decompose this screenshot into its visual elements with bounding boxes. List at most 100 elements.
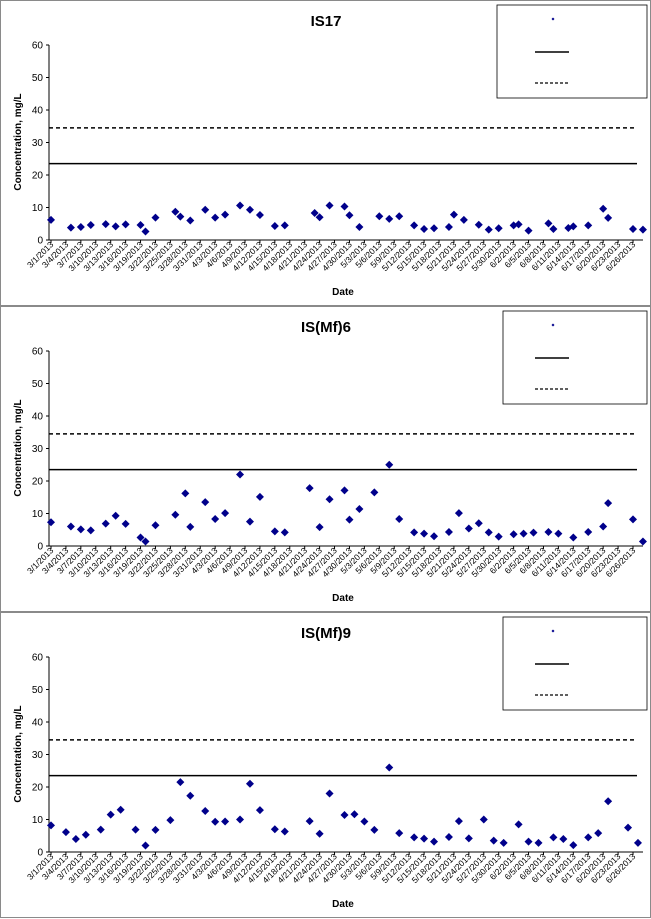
data-point	[529, 528, 538, 537]
y-tick-label: 50	[32, 379, 44, 390]
y-tick-label: 10	[32, 203, 44, 214]
data-point	[509, 530, 518, 539]
data-point	[444, 223, 453, 231]
data-point	[315, 829, 324, 838]
data-point	[66, 522, 75, 531]
data-point	[420, 834, 429, 843]
data-point	[201, 205, 210, 214]
chart-title: IS17	[311, 13, 342, 30]
data-point	[444, 528, 453, 537]
data-point	[221, 210, 230, 219]
data-point	[355, 223, 364, 231]
data-point	[141, 841, 150, 850]
data-point	[131, 825, 140, 834]
data-point	[245, 779, 254, 788]
y-tick-label: 20	[32, 783, 44, 794]
data-point	[176, 212, 185, 221]
chart-panel-ismf9: IS(Mf)9 Concentration, mg/L Date 0 10 20 30…	[0, 612, 651, 918]
data-point	[236, 815, 245, 824]
y-tick-label: 20	[32, 171, 44, 182]
data-point	[96, 825, 105, 834]
data-point	[385, 763, 394, 772]
data-point	[101, 519, 110, 528]
chart-panel-ismf6: IS(Mf)6 Concentration, mg/L Date 0 10 20 30…	[0, 306, 651, 612]
data-point	[111, 511, 120, 520]
data-point	[524, 837, 533, 846]
y-tick-label: 50	[32, 73, 44, 84]
data-point	[569, 222, 578, 231]
data-point	[255, 210, 264, 219]
data-point	[136, 221, 145, 230]
data-point	[151, 213, 160, 222]
data-point	[325, 201, 334, 210]
data-point	[270, 825, 279, 834]
data-point	[410, 833, 419, 842]
data-point	[489, 836, 498, 845]
data-point	[464, 524, 473, 533]
data-point	[186, 522, 195, 531]
data-point	[430, 837, 439, 846]
data-point	[340, 810, 349, 819]
data-point	[211, 515, 220, 524]
data-point	[430, 224, 439, 233]
data-point	[236, 201, 245, 210]
data-point	[255, 806, 264, 815]
data-point	[410, 221, 419, 230]
legend-box	[502, 616, 648, 711]
data-point	[420, 224, 429, 233]
y-tick-label: 10	[32, 509, 44, 520]
data-point	[584, 221, 593, 230]
legend	[496, 4, 648, 99]
y-tick-label: 0	[37, 542, 43, 553]
data-point	[549, 833, 558, 842]
data-point	[340, 202, 349, 211]
y-tick-label: 40	[32, 106, 44, 117]
data-point	[280, 827, 289, 836]
data-point	[61, 828, 70, 837]
legend-box	[502, 310, 648, 405]
data-point	[310, 209, 319, 218]
data-point	[494, 532, 503, 541]
legend-marker-diamond	[551, 323, 555, 327]
legend-marker-diamond	[551, 629, 555, 633]
y-axis-label: Concentration, mg/L	[13, 705, 24, 802]
data-point	[444, 833, 453, 842]
data-point	[86, 221, 95, 230]
data-point	[633, 838, 642, 847]
data-point	[554, 529, 563, 538]
y-tick-label: 60	[32, 347, 44, 358]
data-point	[484, 225, 493, 234]
data-point	[211, 817, 220, 826]
data-point	[370, 825, 379, 834]
data-point	[494, 224, 503, 233]
data-point	[111, 222, 120, 231]
data-point	[604, 499, 613, 508]
data-point	[280, 221, 289, 230]
data-point	[629, 224, 637, 233]
data-point	[484, 528, 493, 537]
data-point	[524, 226, 533, 235]
data-point	[454, 509, 463, 518]
data-point	[594, 829, 603, 838]
y-tick-label: 0	[37, 236, 43, 247]
data-point	[519, 529, 528, 538]
data-point	[245, 205, 254, 214]
data-point	[624, 823, 633, 832]
y-tick-label: 40	[32, 412, 44, 423]
data-point	[280, 528, 289, 537]
chart-svg-ismf9: IS(Mf)9 Concentration, mg/L Date 0 10 20 30…	[13, 616, 648, 910]
data-point	[76, 223, 85, 231]
data-point	[534, 838, 543, 847]
data-point	[544, 528, 553, 537]
data-point	[604, 213, 613, 222]
data-point	[305, 817, 314, 826]
data-point	[569, 841, 578, 850]
y-tick-label: 30	[32, 750, 44, 761]
data-point	[454, 817, 463, 826]
data-point	[270, 222, 279, 231]
data-point	[449, 210, 458, 219]
data-point	[375, 212, 384, 221]
data-point	[599, 204, 608, 213]
data-point	[305, 484, 314, 493]
data-point	[474, 519, 483, 528]
